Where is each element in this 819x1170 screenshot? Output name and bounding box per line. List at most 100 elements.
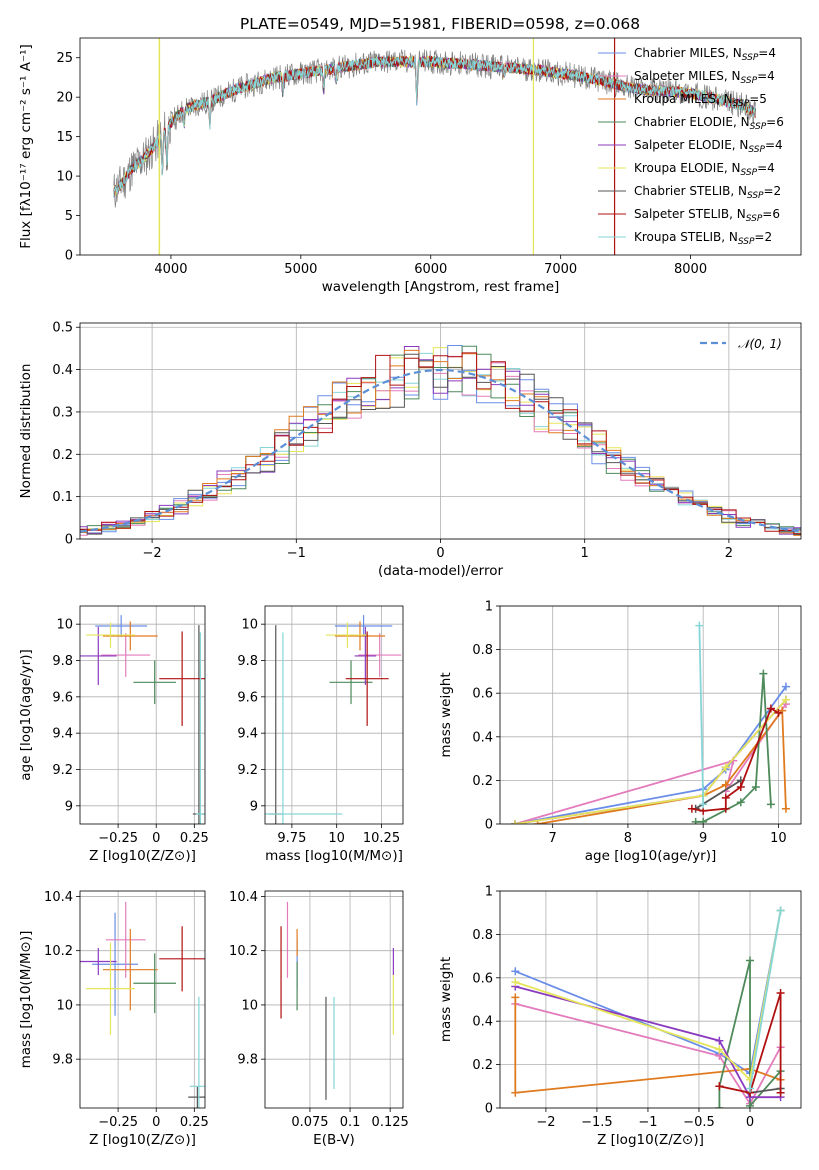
model-spectrum-sSTELIB (113, 55, 756, 195)
spectrum-ylabel: Flux [fλ10⁻¹⁷ erg cm⁻² s⁻¹ A⁻¹] (18, 44, 34, 249)
weight-marker-kSTELIB (699, 800, 708, 809)
legend-label-kELODIE: Kroupa ELODIE, NSSP=4 (634, 161, 775, 178)
age_vs_z-ytick-label: 10 (56, 618, 73, 633)
weight-marker-kELODIE (745, 1075, 754, 1084)
mass_vs_ebv-ytick-label: 10 (241, 998, 258, 1013)
weight-marker-kELODIE (781, 695, 790, 704)
legend-label-subscript: SSP (733, 99, 750, 109)
age_vs_mass-plot-area (265, 615, 402, 824)
mass_vs_ebv-xlabel: E(B-V) (313, 1132, 355, 1148)
weight-marker-cELODIE (766, 800, 775, 809)
weight-marker-kELODIE (511, 820, 520, 824)
legend-label-prefix: Salpeter MILES, N (634, 69, 741, 83)
legend-label-subscript: SSP (750, 122, 767, 132)
age_vs_z-xlabel: Z [log10(Z/Z⊙)] (89, 848, 196, 864)
weight-marker-kELODIE (721, 763, 730, 772)
weight_vs_age-frame (499, 605, 802, 825)
legend-label-subscript: SSP (748, 145, 765, 155)
residuals-xtick-label: 2 (725, 546, 733, 561)
mass_vs_ebv-axes: 0.075 0.1 0.125 9.8 10 10.2 10.4 E(B-V) (229, 890, 409, 1148)
weight-marker-cELODIE (699, 817, 708, 824)
weight_vs_age-ytick-label: 0.4 (472, 730, 493, 745)
legend-label-suffix: =6 (762, 207, 780, 221)
weight-marker-kMILES (511, 993, 520, 1002)
age_vs_mass-ytick-label: 9.6 (237, 690, 258, 705)
weight-marker-sSTELIB (687, 804, 696, 813)
mass_vs_z-ylabel: mass [log10(M/M⊙)] (18, 931, 34, 1069)
age_vs_mass-frame (264, 605, 404, 825)
legend-label-prefix: Kroupa STELIB, N (634, 230, 738, 244)
weight-marker-sELODIE (715, 1036, 724, 1045)
weight_vs_age-xtick-label: 7 (549, 831, 557, 846)
mass_vs_ebv-frame (264, 890, 404, 1109)
age_vs_mass-axes: 9.75 10 10.25 9 9.2 9.4 9.6 9.8 10 mass [log10(M/… (237, 605, 404, 864)
legend-label-subscript: SSP (742, 53, 759, 63)
residuals-ylabel: Normed distribution (18, 364, 34, 499)
legend-label-suffix: =2 (764, 184, 782, 198)
normal-legend-label: 𝒩(0, 1) (738, 337, 782, 351)
weight-marker-cELODIE (691, 817, 700, 824)
age_vs_mass-xtick-label: 10 (328, 831, 345, 846)
weight-marker-cMILES (781, 682, 790, 691)
spectrum-xtick-label: 6000 (414, 262, 447, 277)
mass_vs_ebv-xtick-label: 0.075 (291, 1115, 328, 1130)
weight-marker-sSTELIB (776, 988, 785, 997)
mass_vs_ebv-ytick-label: 9.8 (237, 1053, 258, 1068)
normal-distribution-curve (80, 368, 801, 533)
mass_vs_z-ytick-label: 10.2 (44, 944, 73, 959)
weight_vs_z-xtick-label: −1 (638, 1115, 657, 1130)
mass_vs_ebv-panel: 0.075 0.1 0.125 9.8 10 10.2 10.4 E(B-V) (229, 890, 409, 1148)
weight-line-cSTELIB (749, 1087, 781, 1094)
weight_vs_age-grid (500, 605, 801, 825)
weight_vs_age-ylabel: mass weight (438, 672, 454, 757)
legend-label-suffix: =2 (754, 230, 772, 244)
age_vs_mass-xlabel: mass [log10(M/M⊙)] (265, 848, 403, 864)
age_vs_z-frame (79, 605, 206, 825)
model-spectrum-kSTELIB (113, 56, 756, 198)
weight_vs_z-ytick-label: 1 (485, 885, 493, 900)
age_vs_mass-ytick-label: 10 (241, 618, 258, 633)
weight_vs_age-ytick-label: 0.6 (472, 687, 493, 702)
spectrum-ytick-label: 10 (56, 170, 73, 185)
spectrum-xtick-label: 8000 (674, 262, 707, 277)
weight_vs_z-xlabel: Z [log10(Z/Z⊙)] (597, 1132, 704, 1148)
mass_vs_z-axes: −0.25 0 0.25 9.8 10 10.2 10.4 Z [log10(Z/Z⊙)] ma… (18, 890, 209, 1148)
spectrum-panel: 4000 5000 6000 7000 8000 0 5 10 15 20 25 wavelength… (18, 37, 802, 295)
mass_vs_z-ytick-label: 10 (56, 998, 73, 1013)
residuals-ytick-label: 0 (65, 533, 73, 548)
weight-marker-cELODIE (715, 1104, 724, 1108)
weight-line-kMILES (514, 997, 781, 1094)
residuals-panel: −2 −1 0 1 2 0 0.1 0.2 0.3 0.4 0.5 (data-model)/erro… (18, 321, 802, 579)
spectrum-xtick-label: 4000 (154, 262, 187, 277)
weight-marker-sSTELIB (736, 782, 745, 791)
weight_vs_z-panel: −2 −1.5 −1 −0.5 0 0 0.2 0.4 0.6 0.8 1 Z [log10(Z/Z⊙… (438, 885, 802, 1148)
legend-label-prefix: Salpeter ELODIE, N (634, 138, 748, 152)
weight-line-kELODIE (514, 699, 787, 824)
spectrum-xlabel: wavelength [Angstrom, rest frame] (322, 279, 560, 295)
legend-label-subscript: SSP (741, 76, 758, 86)
weight-marker-kSTELIB (695, 621, 704, 630)
age_vs_mass-ytick-label: 9.2 (237, 763, 258, 778)
mass_vs_ebv-ytick-label: 10.4 (229, 890, 258, 905)
weight_vs_age-xtick-label: 8 (624, 831, 632, 846)
residuals-ytick-label: 0.4 (52, 363, 73, 378)
legend-label-suffix: =5 (749, 92, 767, 106)
weight-marker-cMILES (511, 967, 520, 976)
weight-line-kSTELIB (698, 625, 705, 805)
spectrum-ytick-label: 20 (56, 91, 73, 106)
weight-line-sMILES (514, 703, 787, 824)
spectrum-xtick-label: 7000 (544, 262, 577, 277)
histogram-cSTELIB (80, 353, 801, 535)
mass_vs_z-xtick-label: 0 (152, 1115, 160, 1130)
weight_vs_z-xtick-label: −0.5 (683, 1115, 715, 1130)
figure-title: PLATE=0549, MJD=51981, FIBERID=0598, z=0… (240, 15, 640, 33)
weight_vs_z-axes: −2 −1.5 −1 −0.5 0 0 0.2 0.4 0.6 0.8 1 Z [log10(Z/Z⊙… (438, 885, 802, 1148)
residuals-xtick-label: 0 (436, 546, 444, 561)
age_vs_z-xtick-label: 0 (152, 831, 160, 846)
legend-label-cMILES: Chabrier MILES, NSSP=4 (634, 46, 776, 63)
age_vs_z-ylabel: age [log10(age/yr)] (18, 649, 34, 781)
legend-label-prefix: Chabrier STELIB, N (634, 184, 747, 198)
residuals-frame (79, 322, 802, 540)
age_vs_z-panel: −0.25 0 0.25 9 9.2 9.4 9.6 9.8 10 Z [log10(Z/Z⊙)]… (18, 605, 209, 864)
legend-label-prefix: Salpeter STELIB, N (634, 207, 746, 221)
